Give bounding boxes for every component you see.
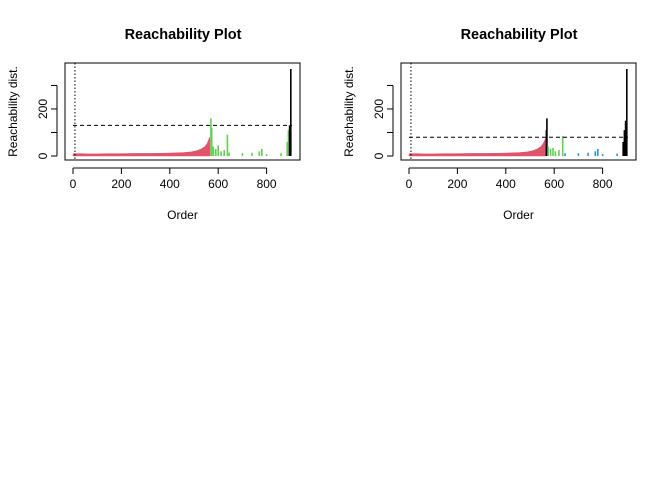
x-tick-label: 200 [447,177,467,191]
y-tick-label: 200 [372,99,386,119]
x-tick-label: 400 [496,177,516,191]
plot-frame [64,62,301,161]
x-axis-label: Order [503,208,534,222]
reachability-plot-right: Reachability Plot Reachability dist. Order… [342,27,637,222]
chart-title: Reachability Plot [461,27,578,43]
x-tick-label: 800 [593,177,613,191]
y-axis-label: Reachability dist. [6,66,20,157]
x-tick-label: 600 [208,177,228,191]
y-tick-label: 0 [372,152,386,159]
plot-frame [400,62,637,161]
x-tick-label: 0 [70,177,77,191]
y-axis-label: Reachability dist. [342,66,356,157]
cluster-1-bars [408,138,546,157]
cluster-1-bars [72,137,210,157]
x-tick-label: 600 [544,177,564,191]
reachability-plot-left: Reachability Plot Reachability dist. Order… [6,27,301,222]
x-tick-label: 0 [406,177,413,191]
y-tick-label: 200 [36,99,50,119]
x-tick-label: 800 [257,177,277,191]
x-tick-label: 200 [111,177,131,191]
x-tick-label: 400 [160,177,180,191]
y-tick-label: 0 [36,152,50,159]
x-axis-label: Order [167,208,198,222]
chart-title: Reachability Plot [125,27,242,43]
